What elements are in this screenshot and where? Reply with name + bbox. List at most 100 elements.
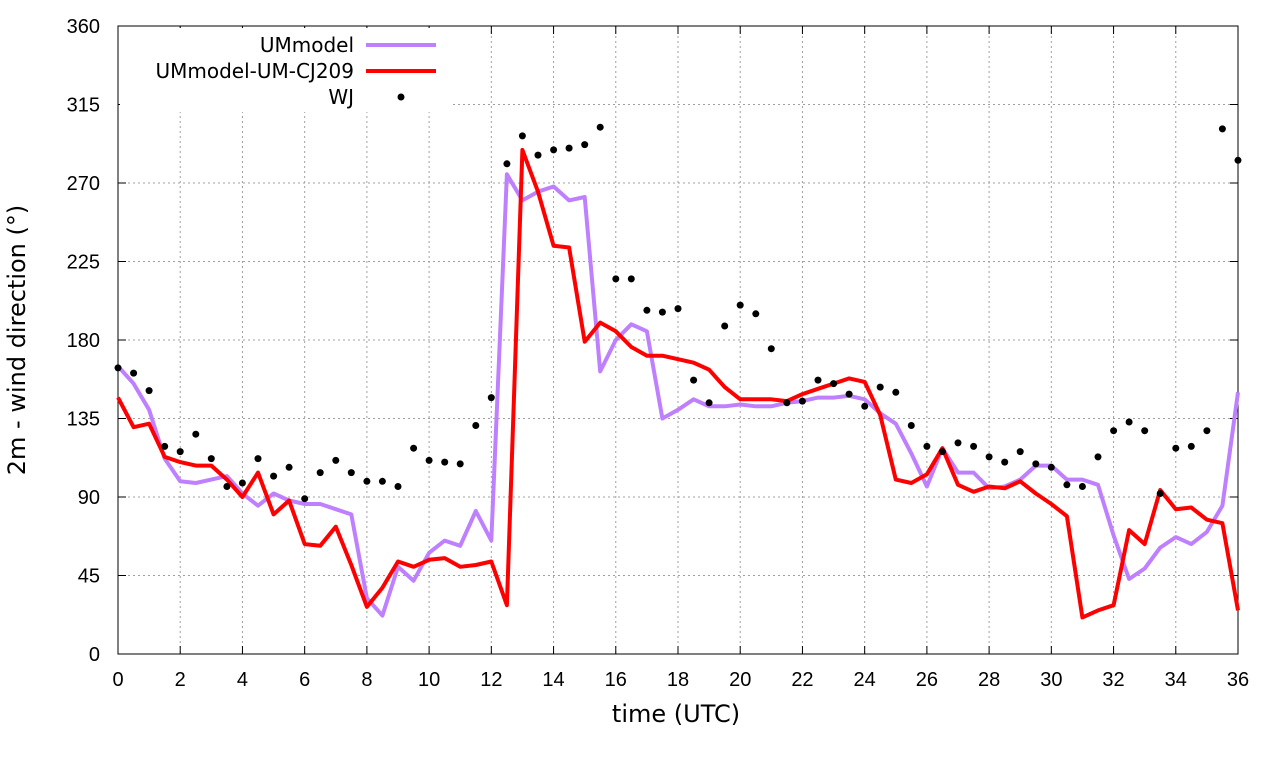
data-point-wj <box>1234 156 1242 164</box>
y-tick-label: 270 <box>67 173 100 195</box>
data-point-wj <box>830 380 838 388</box>
data-point-wj <box>612 275 620 283</box>
data-point-wj <box>176 448 184 456</box>
x-tick-label: 28 <box>978 669 1000 691</box>
x-tick-label: 24 <box>854 669 876 691</box>
data-point-wj <box>892 388 900 396</box>
data-point-wj <box>410 444 418 452</box>
data-point-wj <box>456 460 464 468</box>
legend-label-wj: WJ <box>328 85 354 109</box>
y-tick-label: 225 <box>67 252 100 274</box>
data-point-wj <box>238 479 246 487</box>
data-point-wj <box>207 455 215 463</box>
data-point-wj <box>114 364 122 372</box>
x-tick-label: 34 <box>1165 669 1187 691</box>
y-axis-label: 2m - wind direction (°) <box>3 205 31 475</box>
data-point-wj <box>1094 453 1102 461</box>
data-point-wj <box>798 397 806 405</box>
data-point-wj <box>378 477 386 485</box>
y-tick-label: 360 <box>67 16 100 38</box>
data-point-wj <box>907 422 915 429</box>
data-point-wj <box>130 369 138 377</box>
x-tick-label: 32 <box>1102 669 1124 691</box>
data-point-wj <box>441 458 449 466</box>
x-tick-label: 4 <box>237 669 248 691</box>
series-layer <box>114 123 1242 620</box>
data-point-wj <box>783 399 791 407</box>
data-point-wj <box>1078 483 1086 490</box>
x-tick-label: 26 <box>916 669 938 691</box>
x-tick-label: 12 <box>480 669 502 691</box>
data-point-wj <box>487 394 495 402</box>
data-point-wj <box>658 308 666 316</box>
data-point-wj <box>1218 125 1226 133</box>
x-tick-label: 16 <box>605 669 627 691</box>
data-point-wj <box>814 376 822 384</box>
data-point-wj <box>627 275 635 283</box>
data-point-wj <box>1016 448 1024 456</box>
plot-frame <box>117 25 1239 655</box>
data-point-wj <box>301 495 309 503</box>
data-point-wj <box>1203 427 1211 435</box>
data-point-wj <box>1110 427 1118 435</box>
x-tick-label: 18 <box>667 669 689 691</box>
data-point-wj <box>1125 418 1133 426</box>
data-point-wj <box>503 160 511 168</box>
data-point-wj <box>954 439 962 447</box>
y-tick-label: 45 <box>78 566 100 588</box>
x-tick-label: 22 <box>791 669 813 691</box>
data-point-wj <box>876 383 884 391</box>
data-point-wj <box>1001 458 1009 466</box>
axis-ticks: 0 2 4 6 8 10 12 14 16 18 20 22 24 26 28 30 32 34 360459013… <box>67 16 1250 691</box>
grid <box>118 26 1238 654</box>
data-point-wj <box>985 453 993 461</box>
data-point-wj <box>596 123 604 131</box>
data-point-wj <box>534 151 542 159</box>
x-tick-label: 20 <box>729 669 751 691</box>
data-point-wj <box>363 477 371 485</box>
data-point-wj <box>1063 481 1071 489</box>
data-point-wj <box>332 456 340 464</box>
data-point-wj <box>705 399 713 407</box>
y-tick-label: 135 <box>67 409 100 431</box>
y-tick-label: 90 <box>78 487 100 509</box>
data-point-wj <box>1156 490 1164 497</box>
data-point-wj <box>1172 444 1180 452</box>
data-point-wj <box>565 144 573 152</box>
data-point-wj <box>254 455 262 463</box>
data-point-wj <box>145 387 153 395</box>
data-point-wj <box>472 422 480 429</box>
data-point-wj <box>736 301 744 309</box>
data-point-wj <box>752 310 760 318</box>
data-point-wj <box>223 483 231 490</box>
x-tick-label: 36 <box>1227 669 1249 691</box>
data-point-wj <box>767 345 775 353</box>
y-tick-label: 0 <box>89 644 100 666</box>
data-point-wj <box>690 376 698 384</box>
data-point-wj <box>161 442 169 450</box>
data-point-wj <box>643 306 651 314</box>
x-tick-label: 6 <box>299 669 310 691</box>
x-tick-label: 0 <box>112 669 123 691</box>
data-point-wj <box>1032 460 1040 468</box>
data-point-wj <box>845 390 853 398</box>
data-point-wj <box>518 132 526 140</box>
data-point-wj <box>394 483 402 490</box>
y-tick-label: 180 <box>67 330 100 352</box>
data-point-wj <box>923 442 931 450</box>
data-point-wj <box>970 442 978 450</box>
x-tick-label: 30 <box>1040 669 1062 691</box>
series-line-ummodel-um-cj209 <box>116 147 1240 620</box>
data-point-wj <box>270 472 278 480</box>
legend-swatch-wj <box>397 93 405 101</box>
data-point-wj <box>347 469 355 477</box>
x-tick-label: 10 <box>418 669 440 691</box>
data-point-wj <box>316 469 324 477</box>
x-tick-label: 2 <box>175 669 186 691</box>
data-point-wj <box>1187 442 1195 450</box>
data-point-wj <box>1141 427 1149 435</box>
x-axis-label: time (UTC) <box>612 700 740 728</box>
y-tick-label: 315 <box>67 95 100 117</box>
